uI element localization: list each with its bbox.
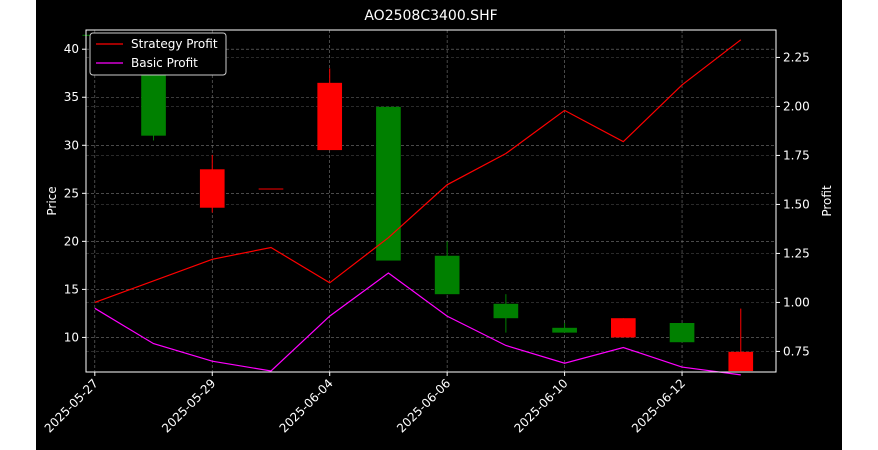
grid-lines (86, 30, 776, 372)
left-tick-label-2: 20 (64, 234, 79, 248)
left-tick-label-0: 10 (64, 330, 79, 344)
plot-background (86, 30, 776, 372)
candle-body-8 (552, 327, 577, 333)
left-tick-label-6: 40 (64, 42, 79, 56)
series-line-0 (94, 39, 742, 303)
left-tick-label-3: 25 (64, 186, 79, 200)
right-y-axis: 0.75 1.00 1.25 1.50 1.75 2.00 2.25 (776, 50, 810, 358)
left-tick-label-5: 35 (64, 90, 79, 104)
candle-body-6 (434, 255, 460, 295)
candle-body-2 (199, 169, 225, 208)
candle-body-10 (669, 323, 695, 343)
right-tick-label-5: 2.00 (783, 99, 810, 113)
chart-title: AO2508C3400.SHF (364, 8, 497, 24)
right-tick-label-1: 1.00 (783, 295, 810, 309)
right-tick-label-6: 2.25 (783, 50, 810, 64)
left-axis-label: Price (45, 186, 59, 215)
profit-lines (94, 39, 742, 376)
legend-label-strategy: Strategy Profit (131, 37, 218, 51)
candle-body-7 (493, 303, 519, 319)
right-tick-label-3: 1.50 (783, 197, 810, 211)
candle-body-5 (376, 106, 401, 261)
right-tick-label-4: 1.75 (783, 148, 810, 162)
plot-frame (85, 29, 777, 373)
legend: Strategy Profit Basic Profit (89, 32, 227, 76)
candle-body-9 (610, 318, 636, 338)
left-tick-label-1: 15 (64, 282, 79, 296)
legend-label-basic: Basic Profit (131, 56, 198, 70)
left-y-axis: 10 15 20 25 30 35 40 (64, 42, 86, 344)
candle-body-11 (728, 351, 754, 372)
right-tick-label-0: 0.75 (783, 344, 810, 358)
candle-body-4 (317, 82, 343, 151)
candle-body-3 (258, 188, 284, 190)
series-line-1 (94, 272, 741, 376)
left-tick-label-4: 30 (64, 138, 79, 152)
right-axis-label: Profit (820, 185, 834, 217)
legend-box (89, 32, 227, 76)
right-tick-label-2: 1.25 (783, 246, 810, 260)
